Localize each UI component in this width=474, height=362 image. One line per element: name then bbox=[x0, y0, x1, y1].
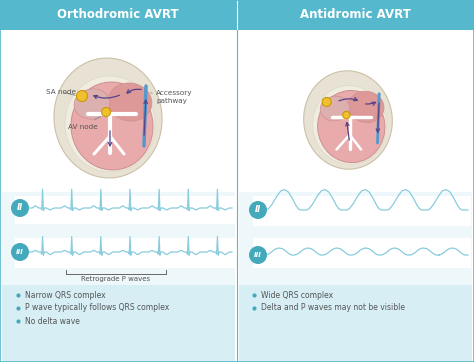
Ellipse shape bbox=[65, 76, 155, 172]
Circle shape bbox=[322, 97, 331, 106]
Ellipse shape bbox=[348, 91, 384, 123]
Circle shape bbox=[11, 243, 29, 261]
Bar bbox=[2, 285, 235, 362]
Text: P wave typically follows QRS complex: P wave typically follows QRS complex bbox=[25, 303, 169, 312]
Text: Delta and P waves may not be visible: Delta and P waves may not be visible bbox=[261, 303, 405, 312]
Ellipse shape bbox=[108, 83, 152, 121]
Bar bbox=[239, 192, 472, 285]
Ellipse shape bbox=[320, 96, 349, 121]
Text: III: III bbox=[254, 252, 262, 258]
Text: SA node: SA node bbox=[46, 89, 76, 95]
Text: Antidromic AVRT: Antidromic AVRT bbox=[300, 8, 410, 21]
Bar bbox=[15, 238, 235, 268]
Ellipse shape bbox=[74, 89, 110, 119]
Text: II: II bbox=[17, 203, 23, 212]
Ellipse shape bbox=[71, 82, 153, 170]
Bar bbox=[253, 238, 471, 268]
Text: Narrow QRS complex: Narrow QRS complex bbox=[25, 290, 106, 299]
Circle shape bbox=[101, 108, 110, 117]
Text: III: III bbox=[16, 249, 24, 255]
Text: II: II bbox=[255, 206, 261, 215]
Bar bbox=[2, 192, 235, 285]
Bar bbox=[15, 196, 235, 224]
Circle shape bbox=[343, 111, 350, 119]
Bar bbox=[253, 196, 471, 226]
Text: AV node: AV node bbox=[68, 117, 100, 130]
Bar bbox=[239, 285, 472, 362]
Ellipse shape bbox=[54, 58, 162, 178]
Text: Orthodromic AVRT: Orthodromic AVRT bbox=[57, 8, 179, 21]
Text: No delta wave: No delta wave bbox=[25, 316, 80, 325]
Circle shape bbox=[249, 246, 267, 264]
Ellipse shape bbox=[304, 71, 392, 169]
Ellipse shape bbox=[318, 90, 385, 163]
Text: Retrograde P waves: Retrograde P waves bbox=[82, 276, 151, 282]
Circle shape bbox=[249, 201, 267, 219]
Circle shape bbox=[76, 90, 88, 101]
Bar bbox=[0, 0, 474, 30]
Text: Accessory
pathway: Accessory pathway bbox=[156, 90, 192, 104]
Ellipse shape bbox=[313, 85, 387, 164]
Text: Wide QRS complex: Wide QRS complex bbox=[261, 290, 333, 299]
Circle shape bbox=[11, 199, 29, 217]
